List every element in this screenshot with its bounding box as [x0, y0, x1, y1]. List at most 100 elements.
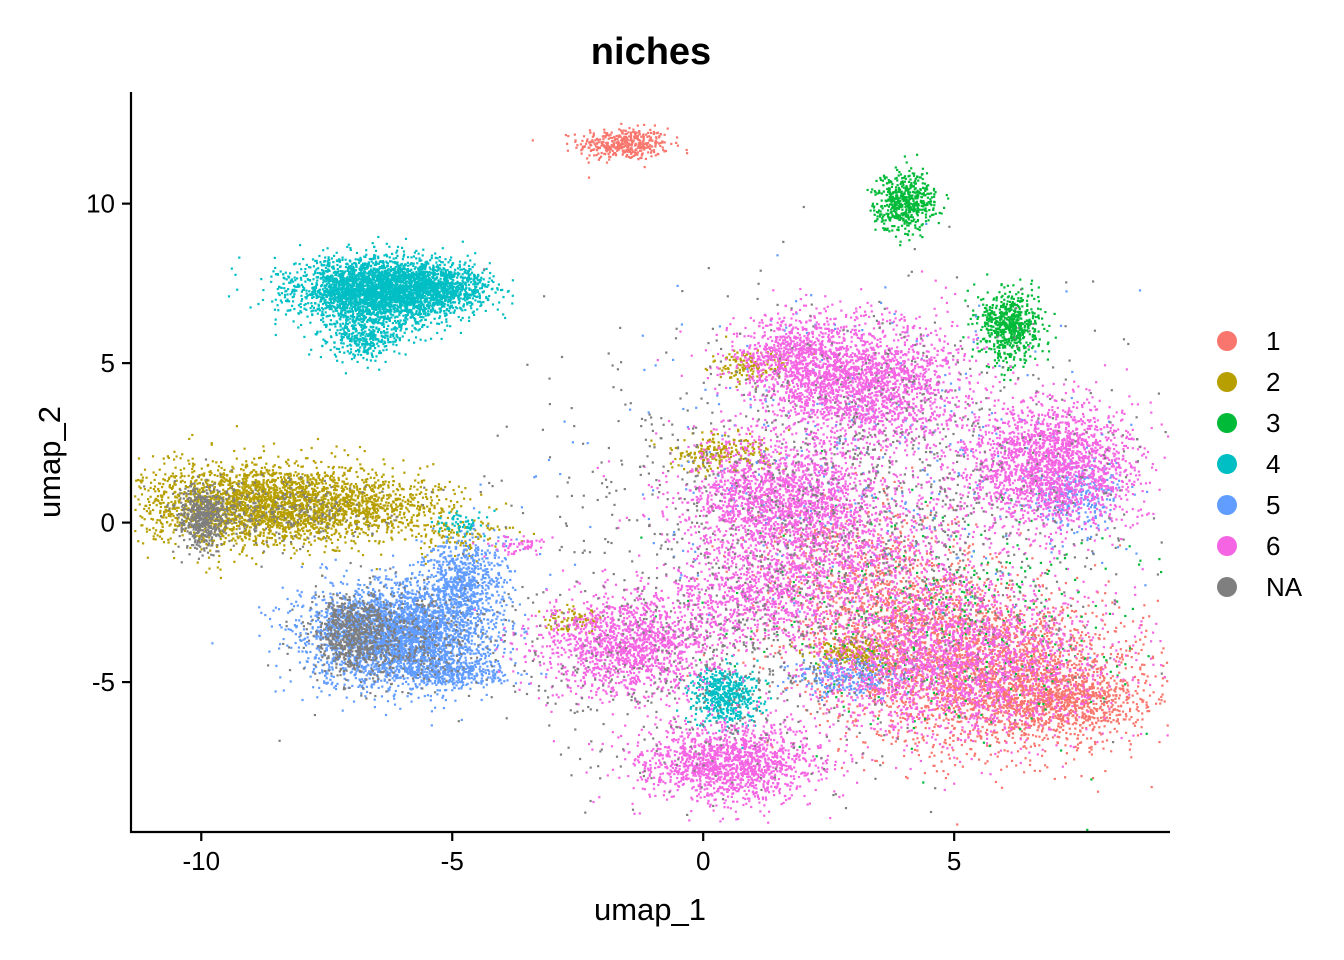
data-point: [664, 134, 666, 136]
data-point: [1029, 686, 1031, 688]
data-point: [1037, 578, 1039, 580]
data-point: [1112, 704, 1114, 706]
data-point: [863, 769, 865, 771]
data-point: [924, 772, 926, 774]
data-point: [618, 142, 620, 144]
data-point: [1094, 743, 1096, 745]
data-point: [585, 143, 587, 145]
data-point: [596, 143, 598, 145]
data-point: [899, 607, 901, 609]
data-point: [878, 710, 880, 712]
data-point: [645, 158, 647, 160]
data-point: [1091, 612, 1093, 614]
data-point: [1080, 634, 1082, 636]
data-point: [1054, 695, 1056, 697]
data-point: [933, 632, 935, 634]
data-point: [1102, 653, 1104, 655]
data-point: [1142, 701, 1144, 703]
data-point: [911, 467, 913, 469]
data-point: [153, 488, 155, 490]
data-point: [1115, 701, 1117, 703]
data-point: [814, 529, 816, 531]
data-point: [1103, 704, 1105, 706]
data-point: [902, 577, 904, 579]
data-point: [752, 638, 754, 640]
data-point: [1119, 694, 1121, 696]
data-point: [885, 597, 887, 599]
data-point: [655, 154, 657, 156]
data-point: [956, 656, 958, 658]
data-point: [1114, 690, 1116, 692]
data-point: [810, 713, 812, 715]
data-point: [382, 458, 384, 460]
data-point: [949, 695, 951, 697]
data-point: [960, 698, 962, 700]
data-point: [999, 607, 1001, 609]
data-point: [835, 626, 837, 628]
data-point: [653, 149, 655, 151]
data-point: [894, 589, 896, 591]
data-point: [596, 138, 598, 140]
data-point: [976, 591, 978, 593]
data-point: [1081, 716, 1083, 718]
data-point: [947, 693, 949, 695]
data-point: [991, 557, 993, 559]
data-point: [899, 646, 901, 648]
data-point: [1052, 729, 1054, 731]
data-point: [890, 720, 892, 722]
data-point: [984, 626, 986, 628]
data-point: [851, 625, 853, 627]
data-point: [975, 668, 977, 670]
data-point: [383, 474, 385, 476]
data-point: [653, 151, 655, 153]
data-point: [883, 541, 885, 543]
data-point: [1087, 705, 1089, 707]
data-point: [909, 556, 911, 558]
data-point: [1083, 721, 1085, 723]
data-point: [1059, 610, 1061, 612]
data-point: [1067, 703, 1069, 705]
data-point: [1016, 645, 1018, 647]
data-point: [819, 694, 821, 696]
data-point: [608, 149, 610, 151]
data-point: [1064, 776, 1066, 778]
data-point: [898, 588, 900, 590]
data-point: [611, 140, 613, 142]
data-point: [1021, 684, 1023, 686]
data-point: [1008, 683, 1010, 685]
data-point: [927, 657, 929, 659]
data-point: [926, 517, 928, 519]
data-point: [180, 472, 182, 474]
data-point: [1090, 737, 1092, 739]
data-point: [1152, 657, 1154, 659]
data-point: [1040, 630, 1042, 632]
data-point: [1032, 707, 1034, 709]
data-point: [1125, 713, 1127, 715]
data-point: [1068, 675, 1070, 677]
data-point: [1101, 703, 1103, 705]
data-point: [941, 625, 943, 627]
data-point: [821, 646, 823, 648]
data-point: [567, 135, 569, 137]
data-point: [774, 652, 776, 654]
data-point: [290, 543, 292, 545]
data-point: [998, 751, 1000, 753]
data-point: [175, 467, 177, 469]
data-point: [950, 593, 952, 595]
data-point: [992, 675, 994, 677]
data-point: [1006, 765, 1008, 767]
data-point: [904, 601, 906, 603]
data-point: [996, 692, 998, 694]
data-point: [1033, 653, 1035, 655]
data-point: [912, 606, 914, 608]
data-point: [608, 156, 610, 158]
data-point: [1058, 714, 1060, 716]
data-point: [1002, 715, 1004, 717]
data-point: [948, 719, 950, 721]
data-point: [975, 614, 977, 616]
data-point: [908, 587, 910, 589]
data-point: [828, 580, 830, 582]
data-point: [905, 701, 907, 703]
data-point: [607, 146, 609, 148]
data-point: [901, 526, 903, 528]
